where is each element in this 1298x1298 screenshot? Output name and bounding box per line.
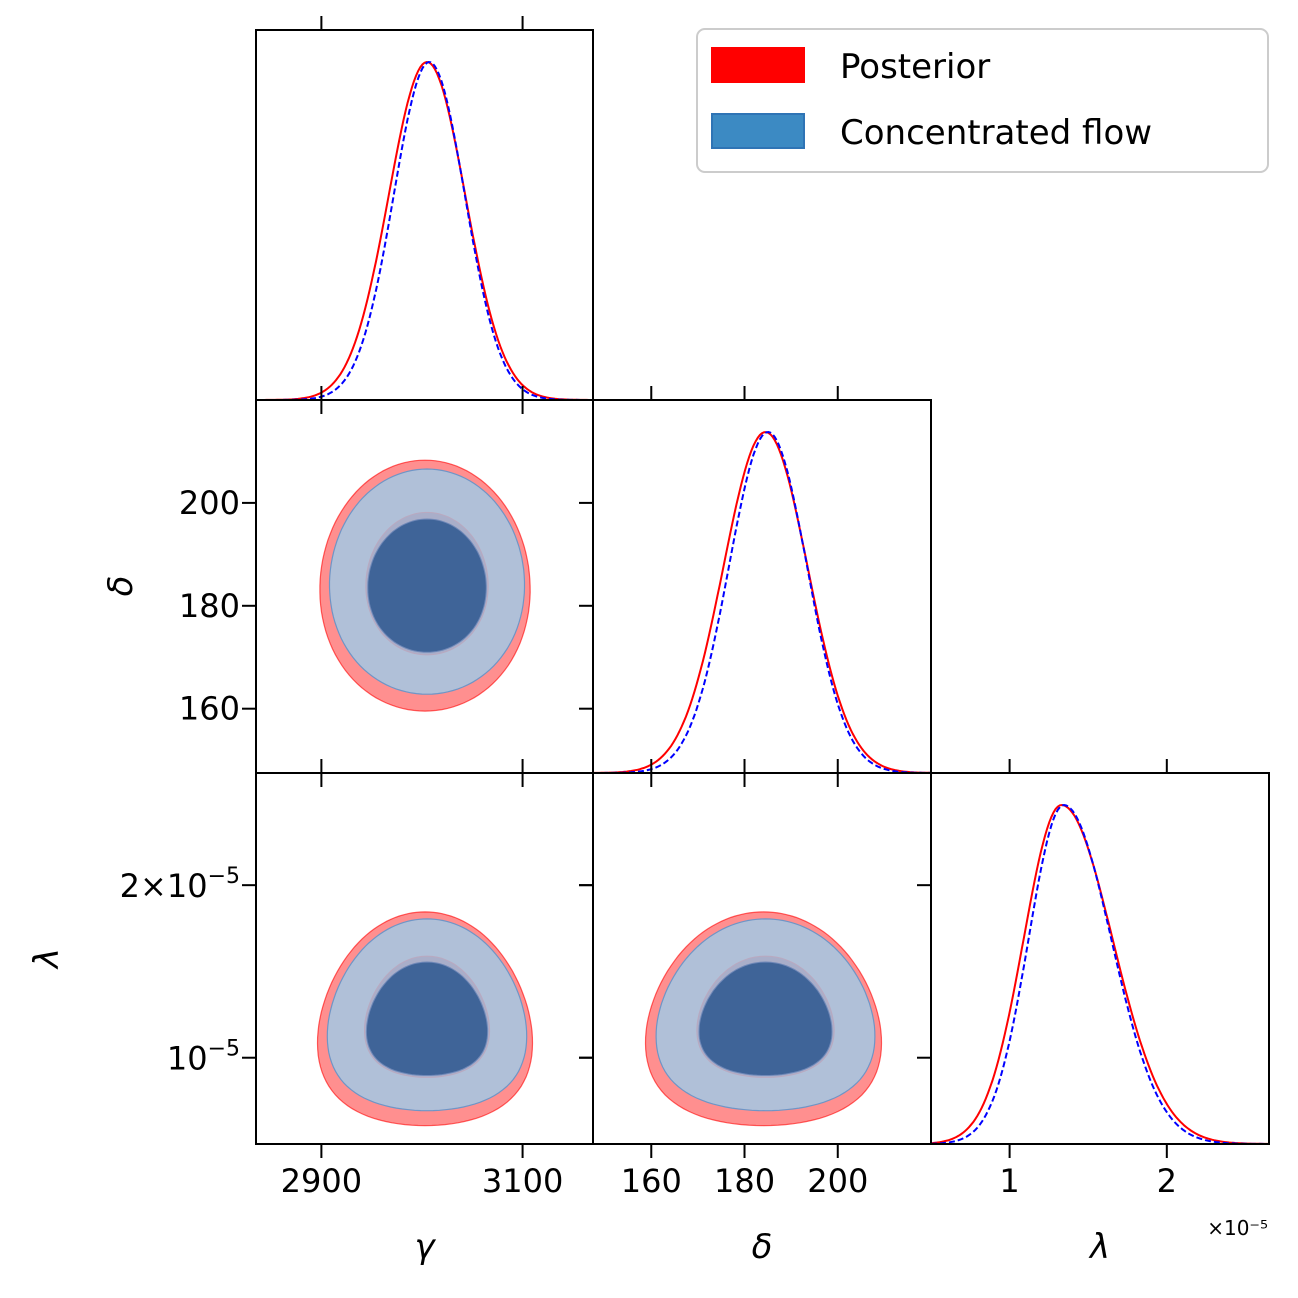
flow-inner-contour-gamma-delta (367, 518, 487, 653)
y-tick-label-delta: 200 (179, 484, 240, 522)
x-tick-label-3: 1 (999, 1162, 1019, 1200)
flow-curve-3 (931, 803, 1269, 1145)
panel-frame-r0c0 (255, 29, 594, 401)
posterior-curve-2 (593, 431, 932, 774)
y-axis-label-lambda: λ (27, 948, 67, 970)
flow-inner-contour-gamma-lambda (365, 961, 489, 1076)
x-tick-label-1: 3100 (482, 1162, 563, 1200)
posterior-curve-3 (930, 803, 1269, 1145)
y-tick-label-delta: 160 (179, 690, 240, 728)
x-tick-label-2: 160 (621, 1162, 682, 1200)
x-axis-label-3: λ (1088, 1227, 1110, 1267)
x-tick-label-2: 180 (714, 1162, 775, 1200)
y-tick-label-lambda: 2×10−5 (120, 864, 240, 905)
legend-swatch-2 (711, 113, 805, 149)
x-tick-label-3: 2 (1157, 1162, 1177, 1200)
x-tick-label-1: 2900 (281, 1162, 362, 1200)
flow-inner-contour-delta-lambda (698, 961, 833, 1076)
legend-swatch-1 (711, 47, 805, 83)
legend-box (696, 28, 1269, 173)
x-axis-label-2: δ (752, 1227, 773, 1267)
legend-label-1: Posterior (840, 47, 990, 87)
flow-curve-2 (593, 430, 931, 774)
y-tick-label-lambda: 10−5 (167, 1037, 240, 1078)
flow-curve-1 (256, 60, 593, 401)
legend-label-2: Concentrated flow (840, 113, 1152, 153)
lambda-offset-label: ×10⁻⁵ (1207, 1216, 1268, 1240)
panel-frame-r1c1 (592, 399, 932, 774)
x-tick-label-2: 200 (807, 1162, 868, 1200)
panel-frame-r2c2 (930, 772, 1270, 1145)
posterior-curve-1 (256, 60, 593, 401)
x-axis-label-1: γ (414, 1227, 436, 1267)
y-tick-label-delta: 180 (179, 587, 240, 625)
y-axis-label-delta: δ (101, 576, 141, 597)
